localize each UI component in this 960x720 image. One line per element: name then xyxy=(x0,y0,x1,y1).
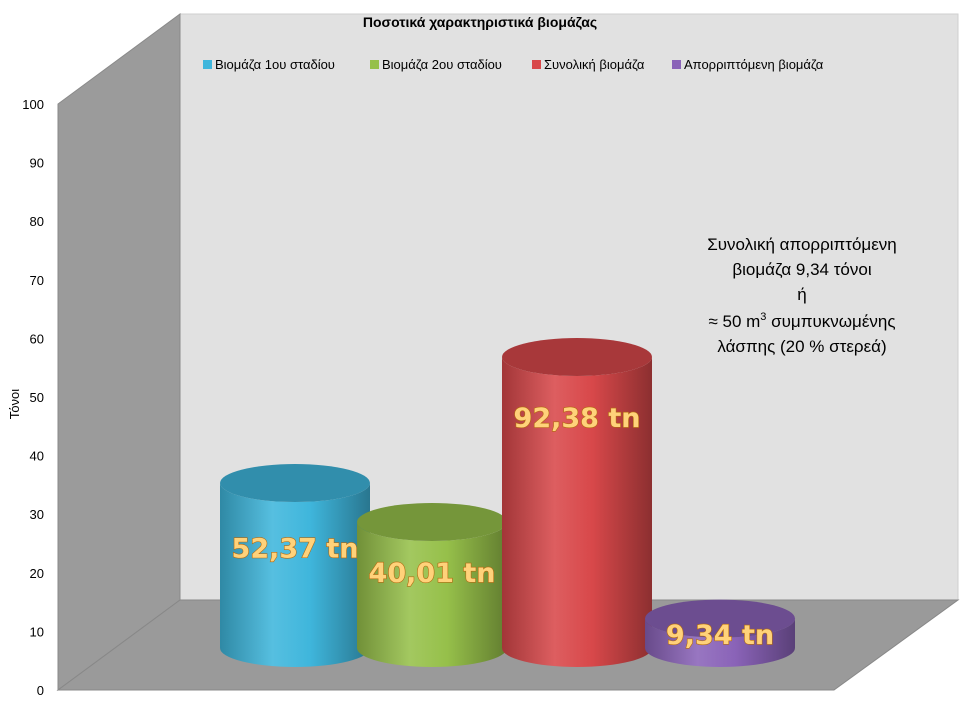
y-tick-label: 50 xyxy=(30,390,44,405)
y-axis-label: Τόνοι xyxy=(7,389,22,419)
y-tick-label: 90 xyxy=(30,156,44,171)
y-tick-label: 0 xyxy=(37,683,44,698)
bar-body xyxy=(502,357,652,667)
y-tick-label: 70 xyxy=(30,273,44,288)
bar xyxy=(220,464,370,667)
chart-side-wall xyxy=(57,13,181,691)
annotation-line-5: λάσπης (20 % στερεά) xyxy=(717,337,886,356)
bar-top xyxy=(220,464,370,503)
y-tick-label: 10 xyxy=(30,624,44,639)
legend-label: Απορριπτόμενη βιομάζα xyxy=(684,57,824,72)
chart-title: Ποσοτικά χαρακτηριστικά βιομάζας xyxy=(363,14,597,30)
y-tick-label: 30 xyxy=(30,507,44,522)
y-tick-label: 80 xyxy=(30,214,44,229)
legend-swatch xyxy=(370,60,379,69)
legend-item: Συνολική βιομάζα xyxy=(532,57,645,72)
bar xyxy=(645,599,795,667)
legend: Βιομάζα 1ου σταδίου Βιομάζα 2ου σταδίου Συ… xyxy=(203,57,824,72)
bar-value-label: 9,34 tn xyxy=(666,620,774,651)
y-axis-ticks: 0 10 20 30 40 50 60 70 80 90 100 xyxy=(22,97,44,698)
bar-value-labels: 52,37 tn 40,01 tn 92,38 tn 9,34 tn xyxy=(231,403,775,652)
bar-body xyxy=(357,521,507,667)
bar xyxy=(357,502,507,667)
annotation-line-4: ≈ 50 m3 συμπυκνωμένης xyxy=(708,311,895,331)
legend-label: Συνολική βιομάζα xyxy=(544,57,645,72)
legend-item: Απορριπτόμενη βιομάζα xyxy=(672,57,824,72)
bar-top xyxy=(357,502,507,541)
bar-value-label: 40,01 tn xyxy=(369,558,496,589)
annotation: Συνολική απορριπτόμενη βιομάζα 9,34 τόνο… xyxy=(707,235,897,356)
y-tick-label: 100 xyxy=(22,97,44,112)
legend-swatch xyxy=(672,60,681,69)
annotation-line-4-sup: 3 xyxy=(760,311,766,323)
bar-body xyxy=(220,483,370,667)
annotation-line-4-prefix: ≈ 50 m xyxy=(708,312,760,331)
legend-item: Βιομάζα 1ου σταδίου xyxy=(203,57,335,72)
y-tick-label: 40 xyxy=(30,449,44,464)
legend-item: Βιομάζα 2ου σταδίου xyxy=(370,57,502,72)
y-tick-label: 60 xyxy=(30,331,44,346)
annotation-line-4-suffix: συμπυκνωμένης xyxy=(766,312,895,331)
bar xyxy=(502,338,652,667)
bar-value-label: 52,37 tn xyxy=(232,534,359,565)
legend-swatch xyxy=(532,60,541,69)
bar-top xyxy=(645,599,795,638)
y-tick-label: 20 xyxy=(30,566,44,581)
bar-body xyxy=(645,618,795,667)
annotation-line-3: ή xyxy=(797,285,806,304)
bars xyxy=(220,338,795,667)
bar-value-label: 92,38 tn xyxy=(514,403,641,434)
legend-label: Βιομάζα 1ου σταδίου xyxy=(215,57,335,72)
legend-swatch xyxy=(203,60,212,69)
annotation-line-1: Συνολική απορριπτόμενη xyxy=(707,235,897,254)
legend-label: Βιομάζα 2ου σταδίου xyxy=(382,57,502,72)
annotation-line-2: βιομάζα 9,34 τόνοι xyxy=(732,260,871,279)
bar-top xyxy=(502,338,652,377)
